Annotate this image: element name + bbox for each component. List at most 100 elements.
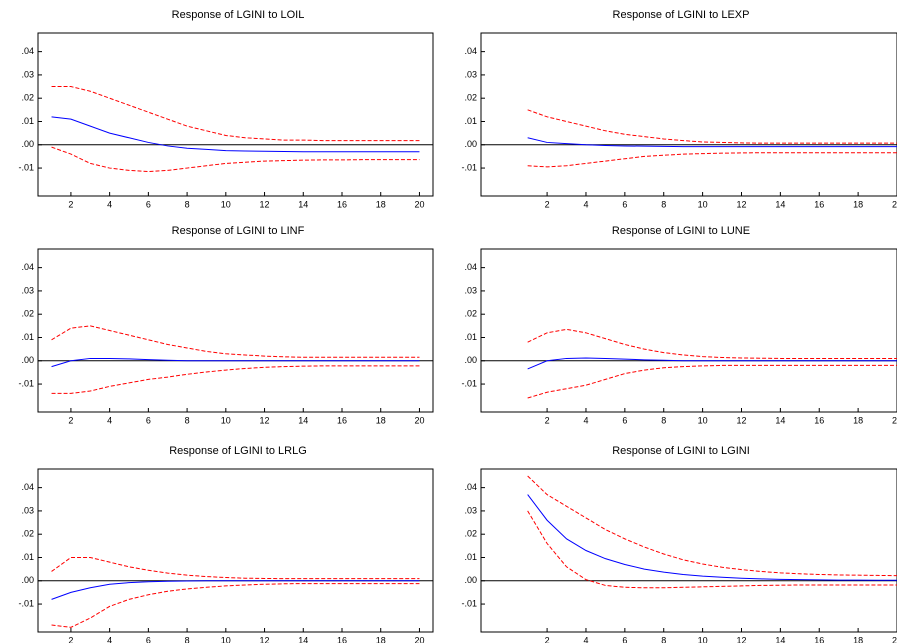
response-line [527,328,897,359]
chart-title: Response of LGINI to LUNE [612,225,750,237]
response-line [51,146,420,173]
response-line [51,583,420,628]
x-tick-label: 10 [698,635,708,643]
response-line [51,325,420,358]
y-tick-label: .04 [21,46,34,56]
y-tick-label: .00 [21,575,34,585]
x-tick-label: 20 [414,415,424,425]
x-tick-label: 16 [814,415,824,425]
x-tick-label: 14 [298,415,308,425]
x-tick-label: 12 [260,415,270,425]
x-tick-label: 8 [661,415,666,425]
x-tick-label: 20 [892,199,897,209]
x-tick-label: 14 [775,199,785,209]
y-tick-label: .02 [464,309,477,319]
chart-title: Response of LGINI to LOIL [172,9,305,21]
x-tick-label: 10 [221,635,231,643]
y-tick-label: .01 [464,332,477,342]
y-tick-label: -.01 [18,378,34,388]
plot-frame [480,468,897,633]
y-tick-label: .03 [464,505,477,515]
x-tick-label: 10 [221,199,231,209]
panel: Response of LGINI to LGINI -.01 .00 .01 .02.… [461,445,897,643]
chart-title: Response of LGINI to LRLG [169,445,307,457]
x-tick-label: 18 [853,199,863,209]
y-tick-label: .02 [21,93,34,103]
panel: Response of LGINI to LEXP -.01 .00 .01 .02 .0… [461,9,897,209]
y-tick-label: -.01 [18,598,34,608]
x-tick-label: 10 [698,415,708,425]
x-tick-label: 8 [185,415,190,425]
y-tick-label: .02 [21,309,34,319]
response-line [527,475,897,577]
chart-title: Response of LGINI to LINF [172,225,305,237]
plot-frame [480,248,897,413]
x-tick-label: 8 [185,635,190,643]
y-tick-label: -.01 [18,162,34,172]
x-tick-label: 18 [376,635,386,643]
plot [38,86,433,173]
y-tick-label: .01 [464,552,477,562]
x-tick-label: 18 [376,415,386,425]
response-line [527,152,897,168]
plot [481,328,897,399]
x-tick-label: 4 [583,415,588,425]
x-tick-label: 10 [221,415,231,425]
y-tick-label: .04 [21,482,34,492]
response-line [527,364,897,399]
x-tick-label: 18 [853,415,863,425]
x-tick-label: 20 [892,415,897,425]
x-tick-label: 10 [698,199,708,209]
y-tick-label: .00 [464,355,477,365]
x-tick-label: 4 [107,415,112,425]
x-tick-label: 14 [775,415,785,425]
panel: Response of LGINI to LOIL -.01 .00 .01 .02 .0… [18,9,434,209]
y-tick-label: -.01 [461,162,477,172]
panel: Response of LGINI to LRLG -.01 .00 .01 .02 .0… [18,445,434,643]
response-line [527,510,897,589]
y-tick-label: .04 [464,262,477,272]
response-line [527,109,897,144]
x-tick-label: 14 [298,199,308,209]
x-tick-label: 4 [107,199,112,209]
y-tick-label: .02 [464,529,477,539]
x-tick-label: 2 [545,635,550,643]
x-tick-label: 12 [736,415,746,425]
x-tick-label: 2 [68,415,73,425]
x-tick-label: 18 [376,199,386,209]
x-tick-label: 6 [622,635,627,643]
x-tick-label: 18 [853,635,863,643]
x-tick-label: 16 [337,415,347,425]
plot [38,325,433,394]
chart-title: Response of LGINI to LGINI [612,445,750,457]
response-line [51,357,420,368]
y-tick-label: .03 [21,505,34,515]
plot-frame [37,468,434,633]
y-tick-label: .00 [464,575,477,585]
plot-frame [37,32,434,197]
response-line [51,86,420,142]
y-tick-label: .04 [464,46,477,56]
x-tick-label: 12 [260,199,270,209]
x-tick-label: 6 [622,199,627,209]
response-line [51,365,420,394]
y-tick-label: .01 [464,116,477,126]
x-tick-label: 16 [814,199,824,209]
y-tick-label: .00 [21,139,34,149]
x-tick-label: 4 [583,635,588,643]
response-line [51,580,420,600]
x-tick-label: 4 [583,199,588,209]
response-line [51,556,420,580]
plot [481,109,897,168]
x-tick-label: 6 [146,415,151,425]
x-tick-label: 20 [892,635,897,643]
x-tick-label: 20 [414,199,424,209]
chart-title: Response of LGINI to LEXP [613,9,750,21]
x-tick-label: 12 [260,635,270,643]
x-tick-label: 2 [68,635,73,643]
x-tick-label: 12 [736,199,746,209]
y-tick-label: -.01 [461,598,477,608]
y-tick-label: .03 [464,285,477,295]
y-tick-label: .03 [21,285,34,295]
